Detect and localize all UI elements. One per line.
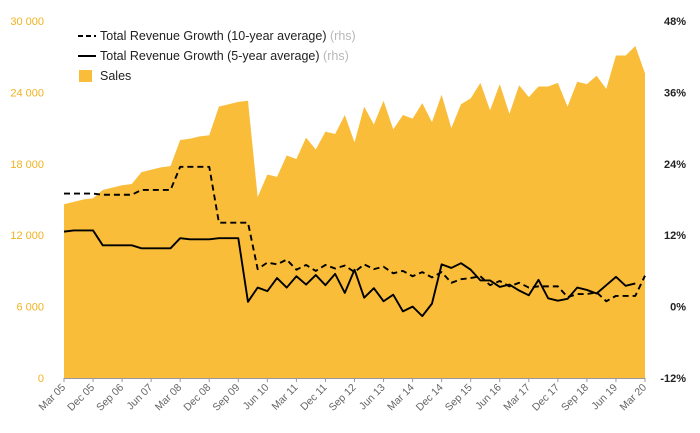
series-total-revenue-growth-10-year-average-line — [64, 165, 646, 303]
x-tick-label: Jun 07 — [124, 382, 155, 413]
legend-swatch-area — [79, 70, 92, 82]
x-tick-label: Mar 14 — [385, 382, 417, 414]
x-tick-label: Dec 14 — [414, 382, 446, 414]
legend-note: (rhs) — [327, 29, 356, 43]
x-tick-label: Jun 19 — [589, 382, 620, 413]
x-tick-label: Mar 05 — [37, 382, 69, 414]
legend-item-total-revenue-growth-5-year-average: Total Revenue Growth (5-year average) (r… — [78, 49, 349, 63]
y-right-tick-label: 48% — [664, 16, 686, 28]
y-right-tick-label: 0% — [670, 302, 686, 314]
x-tick-label: Dec 05 — [65, 382, 97, 414]
y-left-tick-label: 12 000 — [10, 230, 44, 242]
y-left-tick-label: 30 000 — [10, 16, 44, 28]
y-left-tick-label: 6 000 — [16, 302, 44, 314]
x-tick-label: Jun 16 — [473, 382, 504, 413]
y-left-tick-label: 18 000 — [10, 159, 44, 171]
chart-legend: Total Revenue Growth (10-year average) (… — [78, 29, 356, 83]
x-tick-label: Mar 17 — [501, 382, 533, 414]
x-tick-label: Mar 11 — [269, 382, 300, 413]
y-left-tick-label: 24 000 — [10, 87, 44, 99]
legend-item-sales: Sales — [79, 69, 131, 83]
x-tick-label: Jun 13 — [357, 382, 388, 413]
series-total-revenue-growth-5-year-average-line — [63, 229, 636, 318]
legend-label: Sales — [100, 69, 131, 83]
y-right-tick-label: 12% — [664, 230, 686, 242]
y-right-tick-label: -12% — [660, 373, 686, 385]
y-right-tick-label: 36% — [664, 87, 686, 99]
x-tick-label: Dec 11 — [298, 382, 330, 414]
legend-label: Total Revenue Growth (10-year average) (… — [100, 29, 356, 43]
y-left-tick-label: 0 — [38, 373, 44, 385]
legend-item-total-revenue-growth-10-year-average: Total Revenue Growth (10-year average) (… — [78, 29, 356, 43]
y-right-tick-label: 24% — [664, 159, 686, 171]
series-sales-area — [64, 45, 645, 379]
x-tick-label: Sep 15 — [443, 382, 475, 414]
x-tick-label: Dec 08 — [181, 382, 213, 414]
x-tick-label: Dec 17 — [530, 382, 562, 414]
legend-label: Total Revenue Growth (5-year average) (r… — [100, 49, 349, 63]
x-tick-label: Sep 12 — [327, 382, 359, 414]
x-tick-label: Mar 08 — [153, 382, 185, 414]
x-tick-label: Sep 18 — [559, 382, 591, 414]
legend-note: (rhs) — [320, 49, 349, 63]
x-tick-label: Sep 09 — [210, 382, 242, 414]
x-tick-label: Jun 10 — [241, 382, 272, 413]
x-tick-label: Sep 06 — [94, 382, 126, 414]
x-tick-label: Mar 20 — [618, 382, 650, 414]
